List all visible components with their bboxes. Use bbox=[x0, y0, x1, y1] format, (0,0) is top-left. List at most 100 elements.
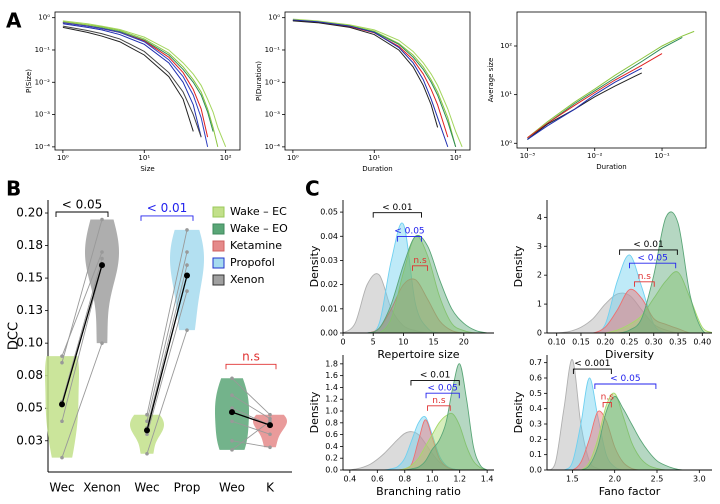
subject-point bbox=[100, 341, 104, 345]
significance-bracket bbox=[55, 211, 109, 217]
subject-line bbox=[61, 264, 103, 422]
subject-line bbox=[231, 394, 271, 420]
x-tick-label: K bbox=[266, 481, 275, 495]
panel-letter: B bbox=[6, 177, 21, 201]
y-tick-label: 10⁰ bbox=[500, 139, 512, 147]
legend-marker bbox=[212, 257, 225, 269]
legend-marker bbox=[212, 274, 225, 286]
x-tick-label: 10⁻² bbox=[587, 152, 603, 160]
mean-point bbox=[144, 427, 150, 434]
x-tick-label: 5 bbox=[371, 338, 376, 347]
x-tick-label: 10¹ bbox=[368, 154, 380, 162]
y-tick-label: 10¹ bbox=[500, 91, 512, 99]
y-axis-label: P(Size) bbox=[25, 69, 33, 93]
density-area bbox=[556, 271, 712, 333]
x-tick-label: 1.2 bbox=[453, 475, 466, 484]
mean-point bbox=[59, 401, 65, 408]
y-tick-label: 10⁰ bbox=[38, 14, 50, 22]
x-tick-label: 0.35 bbox=[669, 338, 687, 347]
subject-point bbox=[230, 419, 234, 424]
curve bbox=[527, 30, 695, 139]
x-tick-label: 15 bbox=[429, 338, 439, 347]
curve bbox=[62, 26, 194, 132]
x-tick-label: 10² bbox=[220, 154, 232, 162]
density-area bbox=[349, 431, 488, 470]
x-tick-label: 2.5 bbox=[651, 475, 664, 484]
subject-line bbox=[146, 251, 188, 422]
curve bbox=[292, 19, 449, 148]
y-tick-label: 1 bbox=[537, 300, 542, 309]
curve bbox=[62, 22, 209, 147]
x-tick-label: 2.0 bbox=[608, 475, 621, 484]
legend-marker bbox=[212, 223, 225, 235]
density-area bbox=[556, 211, 712, 333]
curve bbox=[527, 72, 642, 140]
x-tick-label: Wec bbox=[49, 481, 74, 495]
curve bbox=[292, 18, 463, 148]
x-tick-label: 0.8 bbox=[398, 475, 411, 484]
y-axis-label: P(Duration) bbox=[255, 61, 263, 101]
significance-bracket bbox=[410, 380, 460, 386]
x-tick-label: 10⁻¹ bbox=[654, 152, 670, 160]
subject-point bbox=[268, 419, 272, 424]
subject-line bbox=[146, 290, 188, 435]
significance-label: n.s bbox=[601, 393, 615, 403]
significance-bracket bbox=[602, 401, 612, 408]
density-area bbox=[547, 395, 700, 470]
y-tick-label: 0.13 bbox=[16, 303, 43, 317]
y-tick-label: 0.00 bbox=[320, 329, 338, 338]
y-tick-label: 0.6 bbox=[325, 430, 338, 439]
subject-point bbox=[230, 448, 234, 452]
significance-label: n.s bbox=[413, 256, 427, 266]
subject-point bbox=[60, 360, 64, 365]
significance-bracket bbox=[572, 368, 612, 375]
subject-point bbox=[230, 393, 234, 398]
y-tick-label: 0.4 bbox=[325, 442, 338, 451]
subject-line bbox=[61, 251, 103, 357]
y-tick-label: 0.08 bbox=[16, 368, 43, 382]
violin bbox=[85, 219, 119, 344]
subject-line bbox=[61, 343, 103, 458]
y-axis-label: DCC bbox=[7, 322, 22, 350]
subject-line bbox=[61, 258, 103, 402]
mean-point bbox=[229, 409, 235, 416]
subject-line bbox=[231, 377, 271, 416]
y-tick-label: 0.05 bbox=[16, 401, 43, 415]
subject-point bbox=[145, 419, 149, 424]
subject-point bbox=[268, 432, 272, 437]
significance-label: < 0.01 bbox=[633, 240, 663, 250]
x-tick-label: 10 bbox=[398, 338, 408, 347]
legend-label: Propofol bbox=[230, 256, 275, 269]
density-area bbox=[547, 359, 700, 470]
significance-label: < 0.01 bbox=[382, 203, 412, 213]
legend-label: Wake – EO bbox=[230, 222, 288, 235]
subject-point bbox=[100, 256, 104, 261]
significance-bracket bbox=[140, 215, 194, 221]
subject-line bbox=[231, 420, 271, 435]
x-tick-label: 10⁰ bbox=[287, 154, 299, 162]
x-tick-label: 10² bbox=[450, 154, 462, 162]
x-axis-label: Diversity bbox=[605, 348, 654, 361]
x-axis-label: Duration bbox=[362, 165, 392, 173]
mean-line bbox=[61, 264, 103, 405]
y-tick-label: 10⁰ bbox=[268, 14, 280, 22]
x-tick-label: 3.0 bbox=[693, 475, 706, 484]
mean-line bbox=[146, 275, 188, 431]
y-tick-label: 0.10 bbox=[16, 336, 43, 350]
x-tick-label: 0.10 bbox=[548, 338, 566, 347]
y-tick-label: 0 bbox=[537, 329, 542, 338]
subject-line bbox=[146, 264, 188, 428]
panel-letter: C bbox=[305, 177, 320, 201]
significance-label: < 0.05 bbox=[610, 374, 640, 384]
x-tick-label: 20 bbox=[459, 338, 469, 347]
y-tick-label: 0.0 bbox=[325, 466, 338, 475]
y-axis-label: Average size bbox=[487, 58, 495, 103]
x-tick-label: 1.4 bbox=[481, 475, 494, 484]
density-area bbox=[547, 392, 700, 470]
y-tick-label: 0.2 bbox=[325, 454, 338, 463]
y-tick-label: 2 bbox=[537, 271, 542, 280]
y-tick-label: 10⁻³ bbox=[35, 111, 51, 119]
y-tick-label: 0.20 bbox=[16, 206, 43, 220]
x-axis-label: Branching ratio bbox=[376, 485, 461, 498]
